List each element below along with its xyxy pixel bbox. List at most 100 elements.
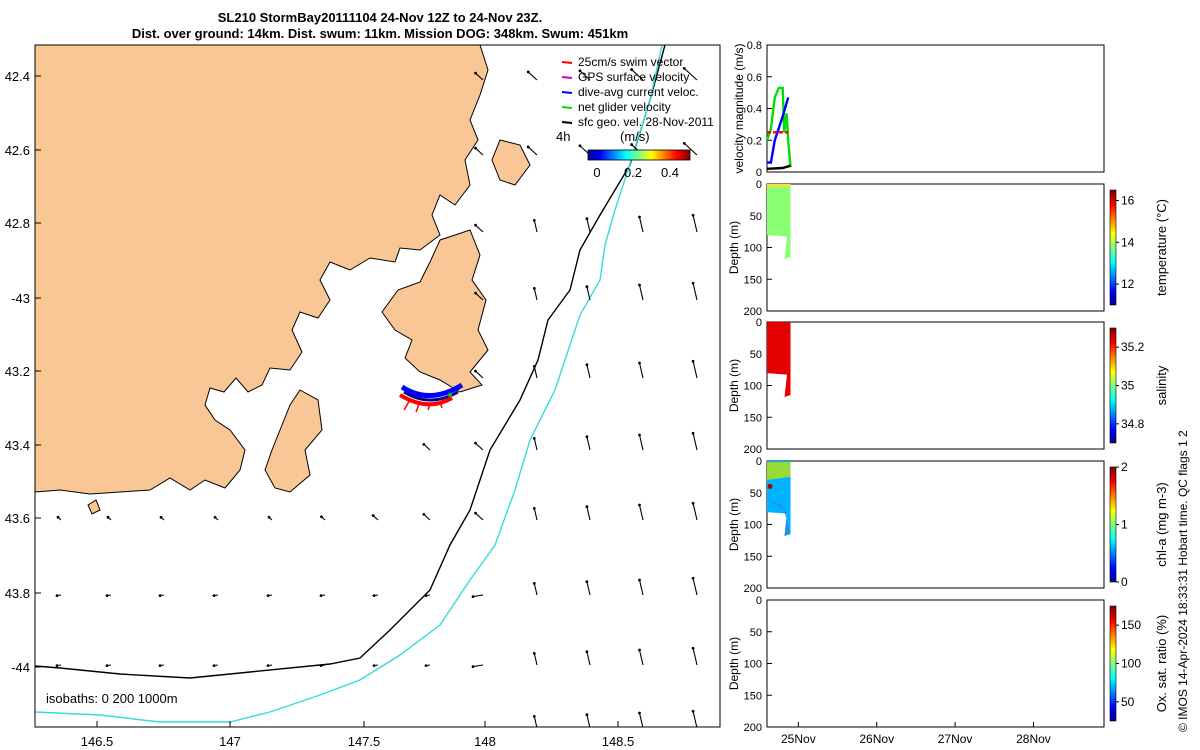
velocity-arrow (638, 284, 644, 301)
colorbar-label: (m/s) (620, 129, 650, 144)
velocity-arrow (586, 286, 591, 301)
velocity-arrow (692, 283, 698, 301)
velocity-arrow-head (585, 435, 589, 439)
depth-tick-label: 50 (750, 349, 762, 361)
legend-marker (561, 121, 573, 124)
velocity-arrow-head (55, 664, 59, 668)
velocity-arrow (475, 147, 484, 156)
map-colorbar (587, 149, 691, 161)
velocity-arrow-head (585, 713, 589, 717)
velocity-ytick-label: 0.4 (747, 104, 762, 116)
velocity-arrow (533, 366, 538, 379)
colorbar-tick-label: 150 (1121, 618, 1141, 632)
colorbar-tick-1: 0.2 (624, 165, 642, 180)
velocity-arrow-head (691, 709, 695, 713)
velocity-arrow (692, 215, 698, 233)
velocity-arrow (692, 648, 698, 666)
velocity-ylabel: velocity magnitude (m/s) (732, 43, 746, 173)
isobaths-caption: isobaths: 0 200 1000m (46, 691, 178, 706)
legend-marker (561, 76, 573, 79)
colorbar-label: chl-a (mg m-3) (1154, 482, 1169, 567)
map-ytick-label: 43.4 (5, 438, 30, 453)
colorbar-tick-label: 34.8 (1121, 417, 1145, 431)
velocity-arrow (57, 728, 61, 729)
depth-tick-label: 0 (756, 179, 762, 191)
depth-tick-label: 100 (744, 659, 762, 671)
velocity-arrow (692, 711, 698, 727)
velocity-arrow-head (55, 594, 59, 598)
velocity-arrow (472, 594, 484, 598)
velocity-arrow (475, 370, 484, 379)
depth-tick-label: 150 (744, 690, 762, 702)
velocity-arrow-head (585, 580, 589, 584)
depth-tick-label: 100 (744, 381, 762, 393)
depth-tick-label: 150 (744, 551, 762, 563)
velocity-arrow-head (682, 66, 686, 70)
velocity-arrow (107, 728, 111, 729)
figure-subtitle: Dist. over ground: 14km. Dist. swum: 11k… (131, 26, 629, 41)
map-frame (34, 44, 721, 728)
velocity-arrow (692, 578, 698, 596)
velocity-arrow-head (471, 595, 475, 598)
velocity-arrow-head (532, 582, 536, 585)
velocity-arrow (638, 649, 644, 666)
velocity-arrow (475, 224, 484, 233)
velocity-arrow-head (266, 594, 270, 598)
velocity-arrow (586, 218, 591, 233)
velocity-arrow-head (638, 361, 641, 365)
depth-tick-label: 200 (744, 583, 762, 595)
legend-extra: 4h (556, 129, 570, 144)
depth-tick-label: 150 (744, 274, 762, 286)
velocity-arrow (475, 72, 484, 81)
velocity-arrow-head (578, 69, 582, 73)
velocity-arrow (473, 728, 483, 730)
legend-entry: GPS surface velocity (578, 70, 689, 84)
velocity-arrow-head (474, 71, 477, 75)
velocity-arrow (683, 67, 698, 81)
velocity-series-line (767, 97, 790, 164)
velocity-arrow-head (532, 507, 536, 510)
velocity-arrow-head (319, 594, 323, 598)
velocity-arrow-head (158, 594, 162, 598)
velocity-arrow (374, 728, 378, 729)
colorbar-tick-label: 2 (1121, 460, 1128, 474)
depth-tick-label: 0 (756, 456, 762, 468)
velocity-arrow-head (474, 369, 477, 373)
velocity-arrow (527, 146, 538, 156)
velocity-arrow-head (422, 442, 426, 446)
land-island-north (491, 139, 531, 186)
velocity-arrow-head (630, 68, 634, 71)
map-xtick-label: 148 (474, 734, 496, 749)
panel-frame (766, 183, 1105, 312)
colorbar-tick-label: 0 (1121, 575, 1128, 589)
velocity-arrow-head (424, 594, 428, 598)
velocity-arrow (638, 216, 644, 233)
velocity-arrow (533, 716, 538, 727)
velocity-arrow-head (320, 727, 323, 730)
map-axes: 146.5 147 147.5 148 148.5 42.4 42.6 42.8 -43 43.2… (5, 69, 635, 749)
velocity-arrow-head (638, 578, 641, 582)
map-xtick-label: 146.5 (81, 734, 114, 749)
velocity-ytick-label: 0 (756, 167, 762, 179)
velocity-arrow-head (373, 727, 376, 730)
velocity-arrow-head (159, 727, 162, 730)
legend-entry: 25cm/s swim vector (578, 55, 683, 69)
velocity-arrow-head (424, 664, 428, 668)
map-ytick-label: -43 (11, 291, 30, 306)
velocity-arrow-head (474, 223, 477, 227)
velocity-arrow (692, 503, 698, 521)
velocity-arrow (692, 433, 698, 451)
velocity-arrow-head (691, 213, 695, 217)
panel-frame (766, 460, 1105, 589)
velocity-arrow-head (585, 285, 589, 289)
velocity-arrow-head (638, 215, 641, 219)
velocity-arrow-head (371, 514, 375, 517)
velocity-arrow (268, 728, 272, 729)
map-xtick-label: 147.5 (348, 734, 381, 749)
velocity-arrow-head (472, 728, 475, 731)
velocity-arrow-head (213, 727, 216, 730)
velocity-arrow-head (267, 515, 271, 519)
